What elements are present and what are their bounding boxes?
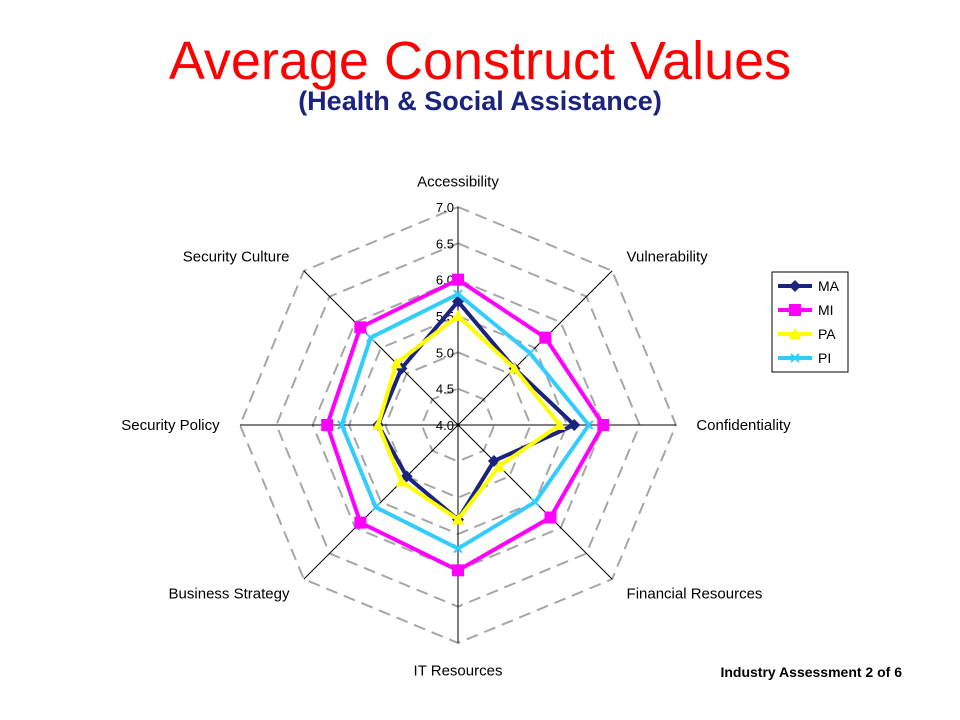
legend-label-ma: MA (818, 278, 840, 294)
legend-marker-pa (789, 328, 801, 339)
data-point-pa (493, 460, 506, 472)
data-point-mi (452, 564, 464, 577)
category-label: Business Strategy (169, 586, 290, 603)
category-label: Vulnerability (627, 248, 709, 265)
footer-page-label: Industry Assessment 2 of 6 (720, 664, 902, 680)
tick-label: 6.5 (436, 236, 454, 251)
grid-ring (384, 351, 532, 499)
data-point-pi (371, 502, 381, 512)
category-label: Financial Resources (627, 586, 763, 603)
data-point-pi (525, 348, 535, 358)
tick-label: 7.0 (436, 200, 454, 215)
legend-marker-mi (789, 304, 801, 316)
axis-spoke (303, 270, 459, 426)
legend-label-pi: PI (818, 350, 831, 366)
data-point-mi (597, 419, 610, 431)
data-point-pa (372, 419, 385, 430)
data-point-pi (453, 543, 463, 554)
category-label: Security Policy (121, 417, 220, 434)
data-point-mi (321, 419, 334, 431)
data-point-pi (365, 332, 376, 343)
legend-label-pa: PA (818, 326, 836, 342)
data-point-pa (395, 475, 408, 487)
slide-title: Average Construct Values (168, 31, 792, 91)
data-point-ma (400, 470, 413, 483)
legend-marker-pi (790, 353, 800, 363)
data-point-mi (544, 511, 557, 524)
data-point-mi (539, 331, 552, 344)
axis-spoke (457, 270, 613, 426)
legend-marker-ma (789, 280, 801, 292)
tick-label: 5.0 (436, 345, 454, 360)
data-point-mi (354, 516, 367, 529)
data-point-ma (487, 454, 500, 467)
data-point-pi (530, 497, 540, 507)
slide-subtitle: (Health & Social Assistance) (298, 86, 662, 116)
tick-label: 4.0 (436, 418, 454, 433)
data-point-mi (452, 273, 464, 286)
data-point-pa (390, 357, 403, 369)
legend-box (771, 271, 849, 373)
data-point-pi (584, 420, 594, 430)
category-label: Security Culture (183, 248, 290, 265)
data-point-pa (452, 513, 464, 525)
category-label: IT Resources (414, 662, 503, 679)
legend-label-mi: MI (818, 302, 834, 318)
axis-spoke (303, 424, 459, 580)
category-label: Accessibility (417, 174, 499, 191)
tick-label: 4.5 (436, 382, 454, 397)
data-point-ma (568, 419, 581, 431)
data-point-mi (354, 321, 367, 334)
data-point-pi (337, 420, 347, 430)
data-point-pa (452, 310, 464, 321)
category-label: Confidentiality (696, 417, 791, 434)
data-point-pi (453, 289, 463, 299)
data-point-pa (553, 419, 566, 430)
data-point-pa (508, 362, 521, 374)
